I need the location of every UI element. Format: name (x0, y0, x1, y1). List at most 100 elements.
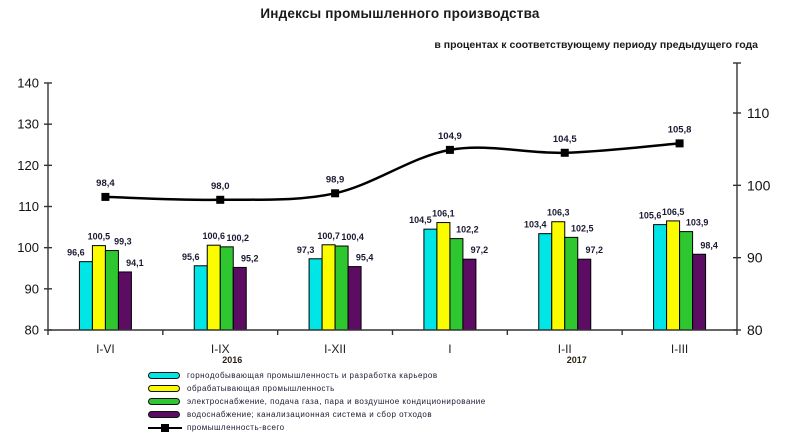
bar-1-I-II (551, 221, 566, 331)
left-axis-tick-label: 80 (25, 323, 39, 338)
bar-3-I-IX (232, 266, 247, 331)
bar-value-label: 105,6 (639, 211, 662, 221)
bar-value-label: 95,6 (182, 252, 200, 262)
legend-label: промышленность-всего (187, 422, 285, 432)
legend-item-water-supply: водоснабжение; канализационная система и… (148, 408, 432, 420)
line-marker (445, 145, 454, 154)
left-axis-tick-label: 130 (17, 117, 39, 132)
bar-3-I-III (692, 253, 707, 331)
bar-value-label: 104,5 (409, 215, 432, 225)
right-axis-tick-label: 90 (747, 250, 763, 266)
line-marker (675, 139, 684, 148)
right-axis-tick-label: 100 (747, 177, 771, 193)
bar-1-I-XII (321, 244, 336, 331)
category-label: I-II (558, 342, 572, 356)
line-marker (331, 189, 340, 198)
bar-value-label: 100,7 (317, 231, 340, 241)
legend-marker-glyph (161, 423, 169, 432)
category-label: I (448, 342, 451, 356)
legend-swatch-mining-bar (148, 371, 180, 379)
bar-2-I-III (679, 231, 694, 331)
line-value-label: 98,0 (211, 181, 230, 192)
year-note-label: 2016 (222, 355, 242, 365)
legend-item-manufacturing: обрабатывающая промышленность (148, 382, 335, 394)
bar-0-I-II (538, 233, 553, 331)
bar-value-label: 95,4 (356, 253, 374, 263)
right-axis-tick-label: 80 (747, 322, 763, 338)
bar-value-label: 96,6 (67, 248, 85, 258)
legend-swatch-electricity-bar (148, 397, 180, 405)
bar-value-label: 97,2 (585, 245, 603, 255)
line-value-label: 104,9 (438, 131, 462, 142)
industry-total-line (105, 142, 680, 202)
bar-value-label: 95,2 (241, 253, 259, 263)
left-axis-tick-label: 100 (17, 240, 39, 255)
bar-value-label: 97,3 (297, 245, 315, 255)
bar-value-label: 94,1 (126, 258, 144, 268)
bar-value-label: 99,3 (114, 237, 132, 247)
legend-item-industry-total: промышленность-всего (148, 421, 285, 433)
left-axis-tick-label: 110 (18, 199, 39, 214)
line-value-label: 104,5 (553, 134, 577, 145)
right-axis-tick-label: 110 (747, 105, 770, 121)
year-note-label: 2017 (567, 355, 587, 365)
bar-0-I-VI (78, 261, 93, 331)
bar-value-label: 106,1 (432, 209, 455, 219)
legend-label: горнодобывающая промышленность и разрабо… (187, 370, 438, 380)
bar-0-I-III (653, 224, 668, 331)
line-value-label: 105,8 (668, 124, 692, 135)
chart-subtitle: в процентах к соответствующему периоду п… (434, 39, 758, 51)
bar-2-I-II (564, 236, 579, 331)
bar-value-label: 103,9 (686, 218, 709, 228)
bar-value-label: 103,4 (524, 220, 547, 230)
legend-swatch-water-supply-bar (148, 410, 180, 418)
bar-0-I-IX (193, 265, 208, 331)
bar-3-I (462, 258, 477, 331)
bar-2-I-XII (334, 245, 349, 331)
category-label: I-VI (96, 342, 115, 356)
bar-value-label: 98,4 (700, 240, 718, 250)
chart-title: Индексы промышленного производства (260, 6, 540, 21)
bar-2-I-IX (219, 246, 234, 331)
bar-value-label: 100,2 (226, 233, 249, 243)
bar-value-label: 97,2 (471, 245, 489, 255)
bar-0-I (423, 228, 438, 331)
legend-swatch-industry-total-line (148, 423, 182, 432)
bar-value-label: 100,6 (202, 231, 225, 241)
category-label: I-IX (211, 342, 230, 356)
bar-value-label: 106,3 (547, 208, 570, 218)
bar-value-label: 106,5 (662, 207, 685, 217)
bar-3-I-XII (347, 266, 362, 331)
line-marker (216, 195, 225, 204)
bar-2-I-VI (104, 250, 119, 331)
legend-label: водоснабжение; канализационная система и… (187, 409, 433, 419)
bar-0-I-XII (308, 258, 323, 331)
legend-item-mining: горнодобывающая промышленность и разрабо… (148, 369, 438, 381)
legend-item-electricity: электроснабжение, подача газа, пара и во… (148, 395, 486, 407)
bar-1-I-III (666, 220, 681, 331)
bar-3-I-II (577, 258, 592, 331)
left-axis-tick-label: 120 (17, 158, 39, 173)
left-axis-tick-label: 140 (17, 76, 39, 91)
line-value-label: 98,9 (326, 174, 345, 185)
bar-1-I (436, 222, 451, 331)
category-label: I-III (671, 342, 688, 356)
line-marker (101, 192, 110, 201)
bar-value-label: 102,5 (571, 223, 594, 233)
bar-value-label: 102,2 (456, 225, 479, 235)
bar-1-I-IX (206, 244, 221, 331)
bar-1-I-VI (91, 245, 106, 331)
line-marker (560, 148, 569, 157)
category-label: I-XII (324, 342, 346, 356)
legend-label: электроснабжение, подача газа, пара и во… (187, 396, 486, 406)
legend-swatch-manufacturing-bar (148, 384, 180, 392)
line-value-label: 98,4 (96, 178, 115, 189)
bar-2-I (449, 238, 464, 331)
legend-label: обрабатывающая промышленность (187, 383, 335, 393)
bar-value-label: 100,4 (341, 232, 364, 242)
bar-3-I-VI (117, 271, 132, 331)
bar-value-label: 100,5 (88, 232, 111, 242)
left-axis-tick-label: 90 (25, 281, 39, 296)
